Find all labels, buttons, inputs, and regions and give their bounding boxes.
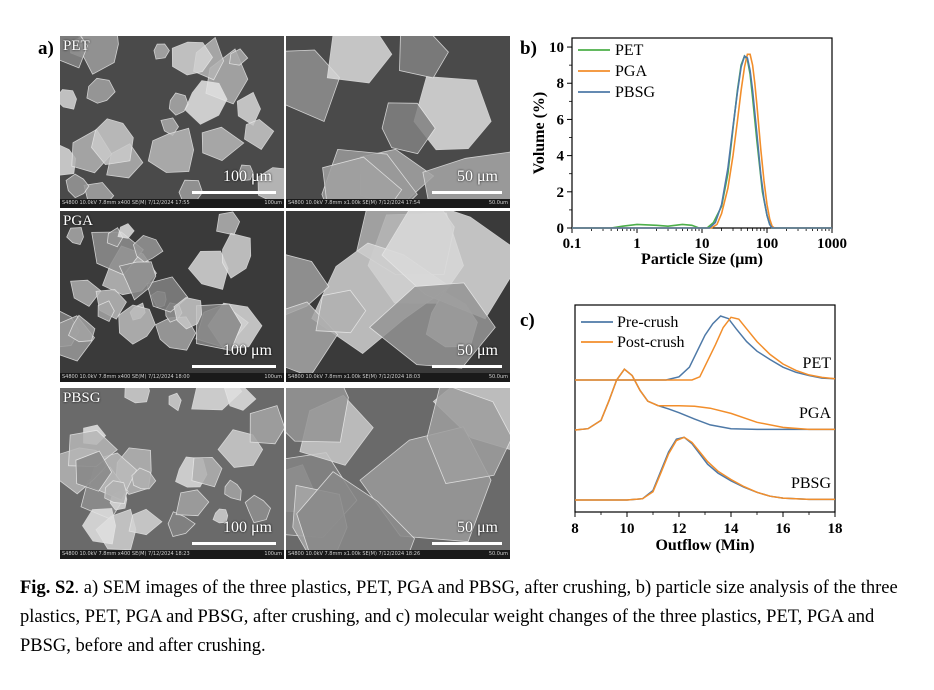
- legend-label: Post-crush: [617, 334, 685, 351]
- legend-label: Pre-crush: [617, 314, 678, 331]
- scale-bar: [192, 542, 276, 545]
- sem-info-bar: S4800 10.0kV 7.8mm x400 SE(M) 7/12/2024 …: [60, 550, 284, 559]
- sem-info-text: S4800 10.0kV 7.8mm x1.00k SE(M) 7/12/202…: [288, 200, 421, 206]
- sem-info-scale: 50.0um: [488, 200, 508, 206]
- x-tick-label: 1000: [817, 236, 847, 252]
- sem-info-bar: S4800 10.0kV 7.8mm x1.00k SE(M) 7/12/202…: [286, 373, 510, 382]
- scale-bar-label: 50 μm: [456, 342, 498, 359]
- y-tick-label: 10: [549, 40, 564, 56]
- plot-frame: [571, 37, 833, 229]
- y-tick-label: 6: [557, 112, 565, 128]
- scale-bar: [432, 365, 502, 368]
- series-line-pga: [572, 53, 832, 229]
- sem-texture: [286, 211, 510, 382]
- sem-material-label: PBSG: [63, 390, 101, 406]
- sem-info-text: S4800 10.0kV 7.8mm x400 SE(M) 7/12/2024 …: [62, 374, 190, 380]
- y-tick-label: 0: [557, 221, 565, 237]
- scale-bar: [432, 191, 502, 194]
- x-tick-label: 10: [695, 236, 710, 252]
- trace-pet-post-crush: [575, 316, 836, 381]
- sem-info-bar: S4800 10.0kV 7.8mm x400 SE(M) 7/12/2024 …: [60, 373, 284, 382]
- sem-texture: [286, 388, 510, 559]
- trace-label: PGA: [799, 405, 831, 422]
- sem-info-scale: 100um: [264, 551, 282, 557]
- sem-texture: [60, 211, 284, 382]
- figure-caption: Fig. S2. a) SEM images of the three plas…: [20, 574, 900, 661]
- figure-label: Fig. S2: [20, 578, 75, 598]
- y-axis-label: Volume (%): [531, 92, 548, 175]
- sem-info-scale: 50.0um: [488, 551, 508, 557]
- sem-texture: [60, 36, 284, 208]
- scale-bar: [432, 542, 502, 545]
- trace-label: PET: [803, 355, 832, 372]
- scale-bar: [192, 191, 276, 194]
- sem-info-text: S4800 10.0kV 7.8mm x400 SE(M) 7/12/2024 …: [62, 200, 190, 206]
- sem-info-scale: 50.0um: [488, 374, 508, 380]
- x-tick-label: 12: [672, 521, 687, 537]
- legend-label: PGA: [615, 63, 647, 80]
- sem-info-scale: 100um: [264, 200, 282, 206]
- x-tick-label: 100: [756, 236, 779, 252]
- sem-image: PGA 100 μm S4800 10.0kV 7.8mm x400 SE(M) 7…: [60, 211, 284, 382]
- sem-texture: [60, 388, 284, 559]
- panel-a-letter: a): [38, 38, 54, 59]
- legend-label: PET: [615, 42, 644, 59]
- series-line-pet: [572, 54, 832, 229]
- scale-bar-label: 50 μm: [456, 168, 498, 185]
- molecular-weight-chart: 8 10 12 14 16 18 Outflow (Min) PET PGA PBSG Pre-cr…: [571, 304, 843, 554]
- x-axis-label: Particle Size (μm): [641, 251, 763, 268]
- scale-bar-label: 100 μm: [222, 342, 272, 359]
- x-tick-label: 14: [724, 521, 740, 537]
- panel-b-letter: b): [520, 38, 537, 59]
- trace-pga-pre-crush: [574, 368, 835, 431]
- x-axis-label: Outflow (Min): [655, 537, 754, 554]
- y-tick-label: 4: [557, 149, 565, 165]
- y-tick-label: 8: [557, 76, 565, 92]
- x-tick-label: 18: [828, 521, 843, 537]
- legend-label: PBSG: [615, 84, 655, 101]
- x-tick-label: 8: [571, 521, 579, 537]
- sem-info-bar: S4800 10.0kV 7.8mm x1.00k SE(M) 7/12/202…: [286, 550, 510, 559]
- sem-image: PET 100 μm S4800 10.0kV 7.8mm x400 SE(M) 7…: [60, 36, 284, 208]
- trace-pbsg-post-crush: [575, 436, 835, 501]
- scale-bar-label: 50 μm: [456, 519, 498, 536]
- scale-bar: [192, 365, 276, 368]
- sem-info-bar: S4800 10.0kV 7.8mm x1.00k SE(M) 7/12/202…: [286, 199, 510, 208]
- sem-info-text: S4800 10.0kV 7.8mm x400 SE(M) 7/12/2024 …: [62, 551, 190, 557]
- caption-text: . a) SEM images of the three plastics, P…: [20, 578, 898, 656]
- sem-info-scale: 100um: [264, 374, 282, 380]
- y-tick-label: 2: [557, 185, 565, 201]
- panel-c-letter: c): [520, 310, 535, 331]
- sem-image: 50 μm S4800 10.0kV 7.8mm x1.00k SE(M) 7/1…: [286, 211, 510, 382]
- scale-bar-label: 100 μm: [222, 168, 272, 185]
- x-tick-label: 1: [633, 236, 641, 252]
- sem-info-text: S4800 10.0kV 7.8mm x1.00k SE(M) 7/12/202…: [288, 374, 421, 380]
- trace-pga-post-crush: [574, 368, 835, 431]
- sem-info-bar: S4800 10.0kV 7.8mm x400 SE(M) 7/12/2024 …: [60, 199, 284, 208]
- sem-image: PBSG 100 μm S4800 10.0kV 7.8mm x400 SE(M) …: [60, 388, 284, 559]
- scale-bar-label: 100 μm: [222, 519, 272, 536]
- sem-material-label: PGA: [63, 213, 94, 229]
- trace-pet-pre-crush: [575, 315, 836, 381]
- sem-info-text: S4800 10.0kV 7.8mm x1.00k SE(M) 7/12/202…: [288, 551, 421, 557]
- sem-image: 50 μm S4800 10.0kV 7.8mm x1.00k SE(M) 7/1…: [286, 388, 510, 559]
- sem-material-label: PET: [63, 38, 90, 54]
- x-tick-label: 10: [620, 521, 635, 537]
- sem-texture: [286, 36, 510, 208]
- trace-label: PBSG: [791, 475, 831, 492]
- x-tick-label: 0.1: [563, 236, 582, 252]
- x-tick-label: 16: [776, 521, 792, 537]
- sem-image: 50 μm S4800 10.0kV 7.8mm x1.00k SE(M) 7/1…: [286, 36, 510, 208]
- series-line-pbsg: [572, 54, 832, 229]
